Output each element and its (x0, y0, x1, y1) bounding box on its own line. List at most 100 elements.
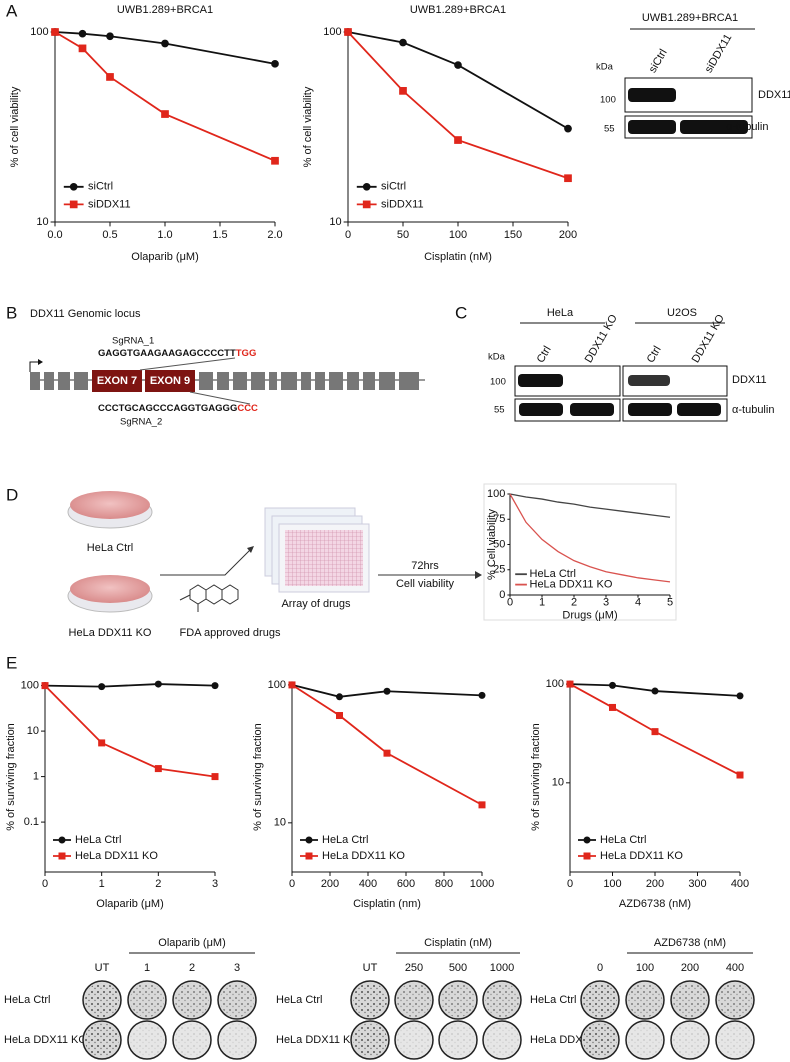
point (478, 801, 486, 809)
colonies (441, 983, 475, 1017)
legend-label: HeLa Ctrl (75, 834, 121, 846)
series-line (347, 31, 569, 180)
cell-label: HeLa DDX11 KO (69, 627, 152, 639)
point (98, 683, 106, 691)
chart-title: UWB1.289+BRCA1 (410, 4, 506, 16)
colonies (628, 1023, 662, 1057)
point (41, 682, 49, 690)
band (519, 403, 563, 416)
point (271, 59, 279, 68)
point (344, 28, 352, 36)
x-tick-label: 1.5 (212, 229, 227, 241)
y-tick-label: 100 (268, 679, 286, 691)
legend-label: HeLa DDX11 KO (75, 850, 158, 862)
y-tick-label: 10 (329, 216, 341, 228)
legend-marker (583, 852, 591, 860)
colonies (175, 1023, 209, 1057)
y-tick-label: 0.1 (24, 816, 39, 828)
y-axis-label: % of surviving fraction (5, 723, 17, 831)
y-tick-label: 10 (36, 216, 48, 228)
x-tick-label: 100 (603, 878, 621, 890)
point (288, 681, 296, 689)
y-axis-label: % of cell viability (9, 86, 21, 167)
y-tick-label: 0 (499, 589, 505, 601)
pam: CCC (237, 403, 258, 414)
time-label: 72hrs (411, 560, 439, 572)
colonies (583, 1023, 617, 1057)
colonies (673, 983, 707, 1017)
pam: TGG (236, 348, 257, 359)
x-tick-label: 1 (539, 597, 545, 609)
dose-label: UT (95, 962, 110, 974)
panel-label: C (455, 303, 467, 322)
y-tick-label: 1 (33, 771, 39, 783)
band (570, 403, 614, 416)
series-line (569, 683, 741, 697)
lane-label: Ctrl (645, 344, 664, 365)
legend-label: HeLa Ctrl (600, 834, 646, 846)
point (161, 39, 169, 48)
chart-title: UWB1.289+BRCA1 (117, 4, 213, 16)
array-label: Array of drugs (281, 598, 351, 610)
blot-title: UWB1.289+BRCA1 (642, 12, 738, 24)
x-tick-label: 200 (559, 229, 577, 241)
y-tick-label: 10 (27, 725, 39, 737)
colonies (130, 983, 164, 1017)
point (336, 693, 343, 701)
x-tick-label: 0 (567, 878, 573, 890)
x-tick-label: 0.0 (47, 229, 62, 241)
x-tick-label: 3 (212, 878, 218, 890)
dose-label: UT (363, 962, 378, 974)
cell-label: HeLa Ctrl (87, 542, 133, 554)
x-axis-label: Olaparib (μM) (96, 898, 163, 910)
drug-label: AZD6738 (nM) (654, 937, 726, 949)
colonies (718, 1023, 752, 1057)
series-line (44, 683, 216, 688)
band (628, 120, 676, 134)
x-tick-label: 0 (507, 597, 513, 609)
legend-marker (305, 852, 313, 860)
band-label: α-tubulin (732, 404, 774, 416)
row-label: HeLa Ctrl (530, 994, 576, 1006)
chart: 0 25 50 75 100 0 1 2 3 4 5 Drugs (μM) % Cell viabili… (486, 488, 673, 622)
colonies (353, 983, 387, 1017)
sgrna-name: SgRNA_1 (112, 336, 154, 347)
x-tick-label: 0.5 (102, 229, 117, 241)
legend-label: siCtrl (88, 181, 113, 193)
series-line (509, 493, 671, 583)
band (628, 403, 672, 416)
colonies (85, 1023, 119, 1057)
y-tick-label: 100 (323, 26, 341, 38)
series-line (54, 31, 276, 162)
seq: GAGGTGAAGAAGAGCCCCTT (98, 348, 236, 359)
legend-marker (362, 200, 371, 209)
legend-label: HeLa DDX11 KO (600, 850, 683, 862)
lane-label: Ctrl (535, 344, 554, 365)
dose-label: 250 (405, 962, 423, 974)
dose-label: 1000 (490, 962, 514, 974)
point (399, 87, 407, 95)
x-tick-label: 2.0 (267, 229, 282, 241)
seq: CCCTGCAGCCCAGGTGAGGG (98, 403, 237, 414)
y-axis-label: % of surviving fraction (530, 723, 542, 831)
locus-title: DDX11 Genomic locus (30, 308, 141, 320)
blot-box (624, 77, 753, 113)
panel-label: B (6, 303, 17, 322)
dose-label: 2 (189, 962, 195, 974)
point (154, 765, 162, 773)
dose-label: 400 (726, 962, 744, 974)
point (78, 44, 87, 53)
legend-marker (305, 836, 313, 844)
sgrna-name: SgRNA_2 (120, 417, 162, 428)
legend-marker (69, 200, 78, 209)
kda: kDa (488, 352, 506, 363)
row-label: HeLa Ctrl (4, 994, 50, 1006)
point (609, 681, 616, 689)
legend-marker (58, 836, 66, 844)
exon-9 (145, 370, 195, 392)
point (383, 687, 391, 695)
point (51, 28, 59, 36)
kda: kDa (596, 62, 614, 73)
drug-label: Olaparib (μM) (158, 937, 225, 949)
